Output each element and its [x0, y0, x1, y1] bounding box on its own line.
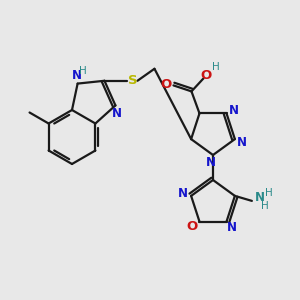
- Text: N: N: [72, 69, 82, 82]
- Text: H: H: [212, 62, 219, 72]
- Text: N: N: [237, 136, 247, 148]
- Text: N: N: [229, 104, 238, 117]
- Text: N: N: [111, 107, 122, 120]
- Text: S: S: [128, 74, 137, 87]
- Text: N: N: [206, 157, 216, 169]
- Text: N: N: [178, 188, 188, 200]
- Text: H: H: [265, 188, 273, 198]
- Text: H: H: [79, 66, 86, 76]
- Text: O: O: [201, 69, 212, 82]
- Text: O: O: [187, 220, 198, 233]
- Text: N: N: [226, 221, 236, 234]
- Text: O: O: [161, 78, 172, 91]
- Text: N: N: [255, 191, 265, 204]
- Text: H: H: [261, 201, 269, 211]
